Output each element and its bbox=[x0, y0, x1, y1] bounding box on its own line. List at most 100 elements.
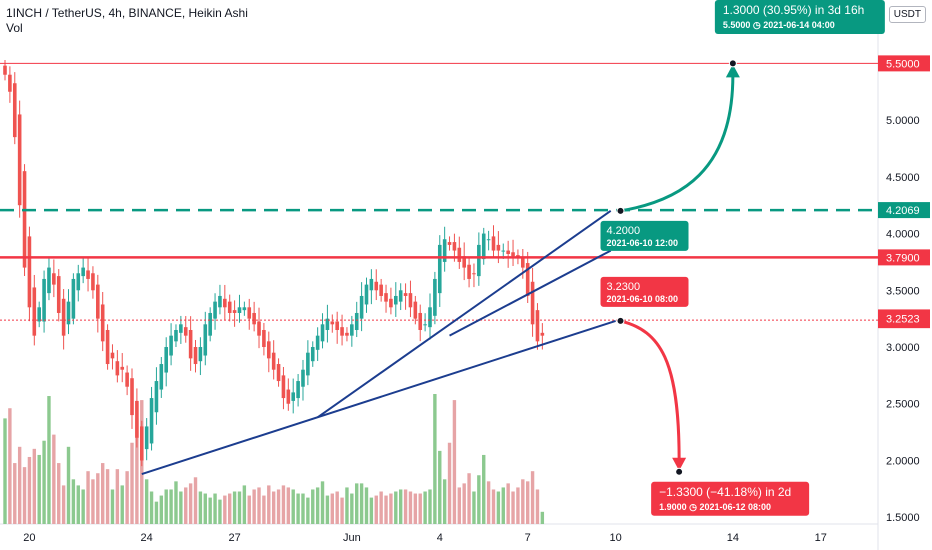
volume-bar bbox=[535, 489, 540, 524]
candle-body bbox=[442, 239, 447, 262]
volume-bar bbox=[511, 491, 515, 524]
x-tick-label: Jun bbox=[343, 532, 361, 544]
price-axis-tag-label: 5.5000 bbox=[886, 58, 920, 70]
volume-bar bbox=[374, 495, 378, 524]
candle-body bbox=[413, 301, 418, 319]
candle-body bbox=[149, 398, 154, 444]
candle-body bbox=[530, 281, 535, 325]
volume-bar bbox=[462, 483, 466, 524]
volume-bar bbox=[398, 489, 403, 524]
candle-body bbox=[320, 324, 325, 342]
volume-bar bbox=[22, 467, 27, 524]
volume-bar bbox=[208, 497, 212, 524]
volume-bar bbox=[257, 487, 261, 524]
candle-body bbox=[354, 312, 359, 330]
candle-body bbox=[286, 389, 291, 404]
volume-bar bbox=[130, 442, 134, 524]
candle-body bbox=[8, 74, 12, 92]
candle-body bbox=[86, 270, 90, 279]
y-tick-label: 1.5000 bbox=[886, 512, 920, 524]
volume-bar bbox=[57, 463, 61, 524]
symbol-title[interactable]: 1INCH / TetherUS, 4h, BINANCE, Heikin As… bbox=[6, 6, 248, 20]
candle-body bbox=[232, 310, 237, 313]
candle-body bbox=[447, 242, 452, 245]
projection-target-text: 1.9000 ◷ 2021-06-12 08:00 bbox=[659, 502, 771, 512]
candle-body bbox=[81, 267, 85, 277]
volume-bar bbox=[345, 487, 349, 524]
projection-up-arrow bbox=[620, 75, 735, 213]
candle-body bbox=[379, 284, 383, 296]
arrow-head bbox=[725, 64, 740, 78]
candle-body bbox=[340, 327, 344, 336]
candle-body bbox=[281, 375, 286, 399]
candle-body bbox=[350, 324, 354, 336]
volume-bar bbox=[66, 446, 71, 524]
candle-body bbox=[110, 352, 115, 359]
volume-bar bbox=[276, 489, 281, 524]
candle-body bbox=[521, 257, 525, 268]
candle-body bbox=[188, 329, 193, 359]
candle-body bbox=[374, 281, 379, 291]
candle-body bbox=[252, 312, 256, 325]
candle-body bbox=[467, 264, 471, 279]
candle-body bbox=[369, 278, 374, 291]
volume-bar bbox=[296, 493, 300, 524]
volume-bar bbox=[457, 487, 462, 524]
volume-bar bbox=[442, 479, 447, 524]
projection-change-text: 1.3000 (30.95%) in 3d 16h bbox=[723, 3, 864, 17]
volume-bar bbox=[501, 487, 505, 524]
x-tick-label: 17 bbox=[815, 532, 827, 544]
volume-bar bbox=[76, 485, 80, 524]
candle-body bbox=[506, 250, 510, 254]
volume-bar bbox=[438, 450, 442, 524]
volume-bar bbox=[482, 454, 486, 524]
volume-bar bbox=[247, 495, 251, 524]
candle-body bbox=[17, 114, 22, 206]
volume-bar bbox=[355, 483, 359, 524]
volume-bar bbox=[286, 487, 291, 524]
candle-body bbox=[203, 324, 208, 356]
volume-bar bbox=[496, 491, 501, 524]
candle-body bbox=[125, 372, 129, 387]
y-tick-label: 3.5000 bbox=[886, 285, 920, 297]
volume-bar bbox=[516, 487, 520, 524]
candle-body bbox=[310, 347, 315, 362]
currency-badge[interactable]: USDT bbox=[888, 6, 926, 23]
price-axis-tag bbox=[878, 55, 930, 72]
volume-bar bbox=[218, 499, 222, 524]
volume-bar bbox=[179, 491, 183, 524]
candle-body bbox=[535, 310, 540, 342]
candle-body bbox=[183, 327, 188, 336]
volume-bar bbox=[13, 463, 17, 524]
volume-bar bbox=[413, 493, 418, 524]
volume-bar bbox=[506, 483, 510, 524]
candle-body bbox=[37, 307, 41, 322]
volume-bar bbox=[281, 485, 286, 524]
candle-body bbox=[423, 324, 427, 326]
projection-start-label-box bbox=[600, 276, 689, 307]
x-tick-label: 14 bbox=[727, 532, 739, 544]
volume-indicator-label[interactable]: Vol bbox=[6, 21, 23, 35]
projection-start-label-box bbox=[600, 220, 689, 251]
candle-body bbox=[66, 301, 71, 325]
candle-body bbox=[32, 287, 37, 336]
volume-bar bbox=[223, 495, 227, 524]
candle-body bbox=[193, 347, 198, 365]
candle-body bbox=[428, 307, 432, 328]
projection-down-arrow bbox=[620, 319, 681, 460]
volume-bar bbox=[96, 473, 100, 524]
candle-body bbox=[96, 284, 100, 319]
candle-body bbox=[491, 236, 496, 251]
candle-body bbox=[91, 273, 95, 291]
candle-body bbox=[364, 284, 369, 305]
candle-body bbox=[3, 65, 7, 75]
candle-body bbox=[501, 250, 506, 252]
volume-bar bbox=[467, 473, 471, 524]
volume-bar bbox=[91, 479, 95, 524]
volume-bar bbox=[149, 491, 154, 524]
volume-bar bbox=[105, 469, 110, 524]
y-tick-label: 3.0000 bbox=[886, 342, 920, 354]
volume-bar bbox=[37, 454, 41, 524]
